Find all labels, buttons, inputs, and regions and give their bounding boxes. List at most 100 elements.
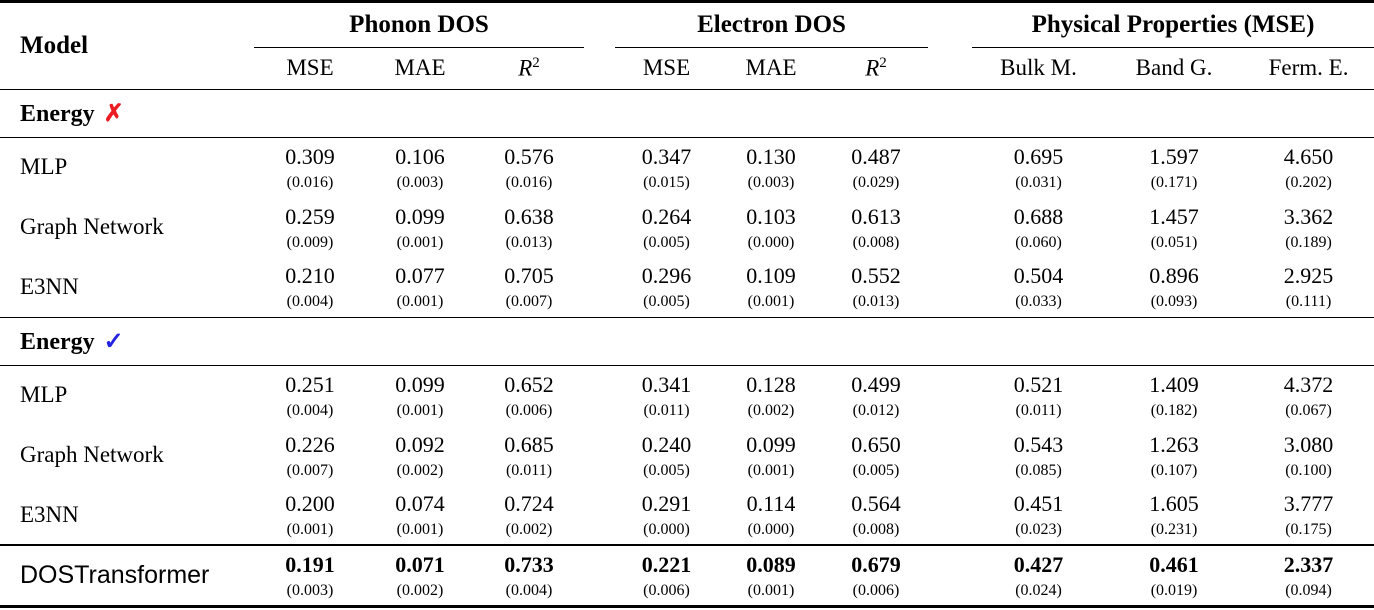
- metric-cell: 0.576 (0.016): [474, 137, 584, 197]
- model-name: DOSTransformer: [0, 544, 254, 605]
- metric-std: (0.000): [747, 521, 795, 538]
- metric-std: (0.009): [286, 233, 334, 251]
- metric-std: (0.004): [286, 293, 334, 311]
- column-gap: [928, 197, 972, 257]
- group-header-physical-properties: Physical Properties (MSE): [972, 3, 1374, 48]
- metric-std: (0.024): [1015, 582, 1062, 599]
- subheader-label: Ferm. E.: [1268, 55, 1349, 80]
- column-gap: [928, 485, 972, 545]
- metric-value: 0.103: [746, 203, 796, 229]
- metric-cell: 0.240 (0.005): [615, 425, 718, 485]
- metric-value: 0.099: [746, 431, 796, 457]
- section-label: Energy ✗: [0, 88, 1374, 138]
- metric-value: 0.688: [1013, 203, 1064, 229]
- metric-value: 0.089: [746, 552, 796, 577]
- metric-value: 4.372: [1283, 371, 1334, 397]
- subheader-electron-mae: MAE: [718, 47, 824, 90]
- table-row: DOSTransformer 0.191 (0.003) 0.071 (0.002) 0.…: [0, 544, 1374, 605]
- model-name: E3NN: [20, 501, 79, 527]
- column-gap: [928, 544, 973, 605]
- section-header-row: Energy ✓: [0, 316, 1374, 366]
- metric-cell: 0.296 (0.005): [615, 257, 718, 317]
- subheader-phonon-r2: R2: [474, 47, 584, 90]
- metric-std: (0.008): [852, 233, 900, 251]
- metric-cell: 0.128 (0.002): [718, 365, 824, 425]
- section-header-row: Energy ✗: [0, 88, 1374, 138]
- metric-value: 0.521: [1013, 371, 1064, 397]
- metric-value: 0.130: [746, 143, 796, 169]
- metric-cell: 3.362 (0.189): [1243, 197, 1374, 257]
- table-row: MLP 0.309 (0.016) 0.106 (0.003) 0.576 (0.016) 0…: [0, 137, 1374, 197]
- metric-std: (0.012): [852, 401, 900, 419]
- column-gap: [584, 47, 615, 89]
- metric-value: 0.347: [641, 143, 692, 169]
- metric-std: (0.001): [396, 233, 444, 251]
- metric-std: (0.085): [1015, 461, 1062, 479]
- metric-value: 0.504: [1013, 263, 1064, 289]
- subheader-label: MSE: [286, 55, 334, 80]
- metric-cell: 1.409 (0.182): [1105, 365, 1243, 425]
- metric-value: 1.597: [1149, 143, 1199, 169]
- metric-value: 0.259: [285, 203, 335, 229]
- metric-value: 0.461: [1149, 552, 1199, 577]
- subheader-bulk-modulus: Bulk M.: [972, 47, 1106, 90]
- metric-std: (0.007): [286, 461, 334, 479]
- metric-value: 0.099: [395, 371, 445, 397]
- metric-std: (0.000): [747, 233, 795, 251]
- metric-cell: 0.427 (0.024): [972, 544, 1106, 605]
- metric-cell: 4.372 (0.067): [1243, 365, 1374, 425]
- metric-cell: 0.521 (0.011): [972, 365, 1105, 425]
- metric-cell: 1.457 (0.051): [1105, 197, 1243, 257]
- metric-std: (0.004): [505, 582, 553, 599]
- metric-value: 0.251: [285, 371, 335, 397]
- metric-value: 0.264: [641, 203, 692, 229]
- subheader-electron-r2: R2: [824, 47, 929, 90]
- metric-cell: 4.650 (0.202): [1243, 137, 1374, 197]
- metric-std: (0.171): [1150, 173, 1198, 191]
- table-row: Graph Network 0.226 (0.007) 0.092 (0.002) 0.6…: [0, 425, 1374, 485]
- subheader-electron-mse: MSE: [615, 47, 718, 90]
- metric-std: (0.100): [1285, 461, 1332, 479]
- subheader-phonon-mse: MSE: [254, 47, 366, 90]
- metric-value: 0.191: [285, 552, 335, 577]
- metric-cell: 0.251 (0.004): [254, 365, 366, 425]
- metric-value: 0.679: [851, 552, 901, 577]
- metric-value: 0.309: [285, 143, 335, 169]
- metric-cell: 0.071 (0.002): [366, 544, 474, 605]
- metric-value: 0.705: [504, 263, 554, 289]
- column-gap: [584, 425, 615, 485]
- metric-value: 0.451: [1013, 491, 1064, 516]
- metric-cell: 0.200 (0.001): [254, 485, 366, 545]
- metric-cell: 0.487 (0.029): [824, 137, 928, 197]
- metric-std: (0.001): [396, 521, 444, 538]
- metric-cell: 1.263 (0.107): [1105, 425, 1243, 485]
- metric-cell: 0.650 (0.005): [824, 425, 928, 485]
- metric-cell: 0.552 (0.013): [824, 257, 928, 317]
- metric-cell: 0.461 (0.019): [1105, 544, 1244, 605]
- table-row: MLP 0.251 (0.004) 0.099 (0.001) 0.652 (0.006) 0…: [0, 365, 1374, 425]
- metric-std: (0.005): [643, 293, 690, 311]
- model-name: MLP: [20, 382, 68, 408]
- metric-value: 0.427: [1013, 552, 1064, 577]
- metric-value: 0.200: [285, 491, 335, 516]
- metric-std: (0.001): [747, 582, 795, 599]
- metric-std: (0.111): [1285, 293, 1332, 311]
- metric-std: (0.011): [643, 401, 690, 419]
- column-gap: [584, 544, 615, 605]
- cross-icon: ✗: [103, 100, 124, 127]
- metric-std: (0.002): [505, 521, 553, 538]
- metric-std: (0.003): [396, 173, 444, 191]
- metric-value: 0.638: [504, 203, 554, 229]
- metric-std: (0.189): [1285, 233, 1332, 251]
- metric-value: 0.724: [504, 491, 554, 516]
- subheader-fermi-energy: Ferm. E.: [1243, 47, 1374, 90]
- metric-std: (0.016): [505, 173, 553, 191]
- metric-std: (0.001): [747, 293, 795, 311]
- metric-cell: 0.264 (0.005): [615, 197, 718, 257]
- metric-std: (0.094): [1285, 582, 1332, 599]
- metric-cell: 3.777 (0.175): [1243, 485, 1374, 545]
- column-gap: [928, 365, 972, 425]
- metric-std: (0.001): [396, 293, 444, 311]
- column-gap: [928, 3, 972, 47]
- metric-cell: 0.679 (0.006): [824, 544, 929, 605]
